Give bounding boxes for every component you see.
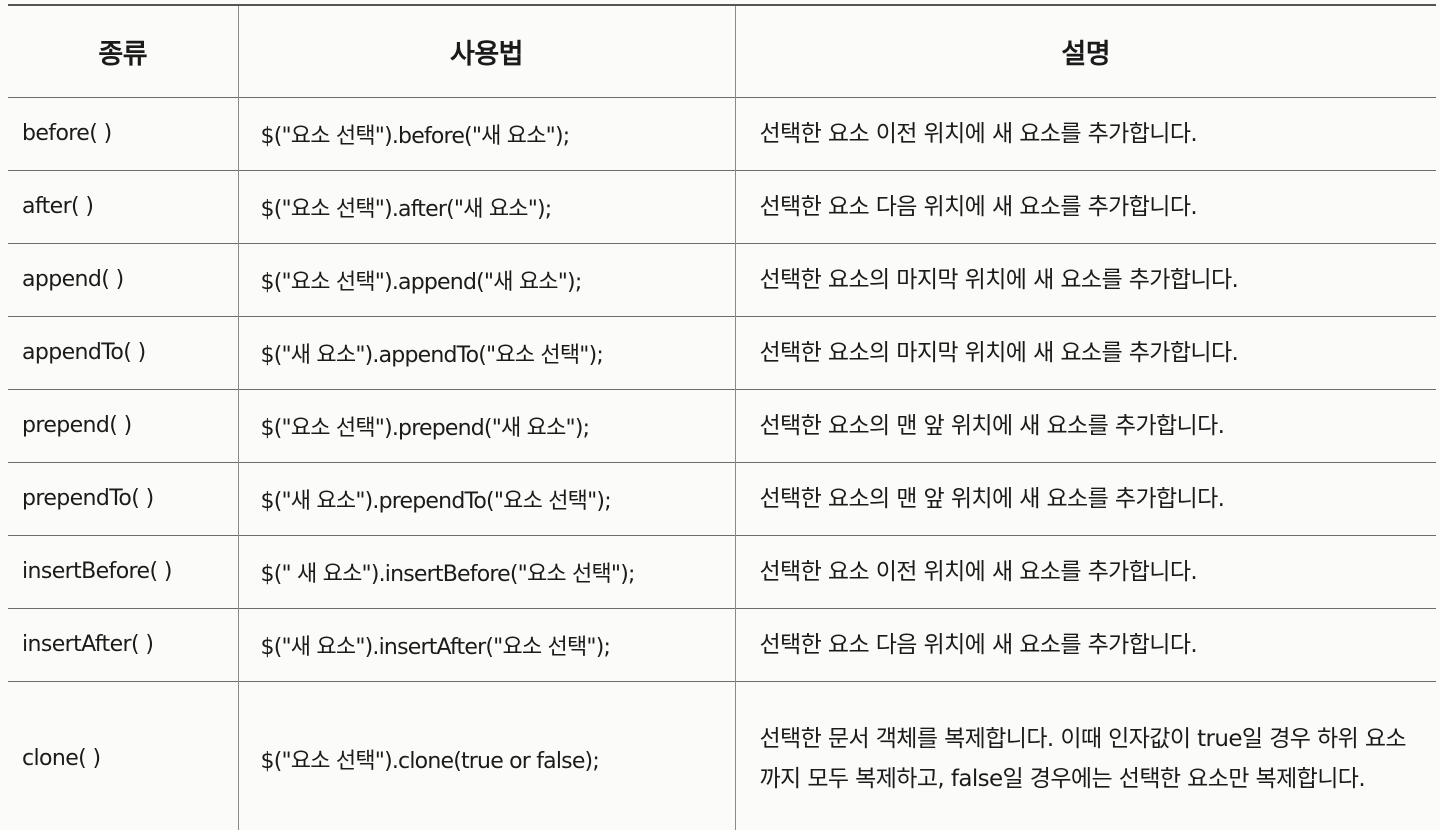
table-row: insertAfter( ) $("새 요소").insertAfter("요소… bbox=[8, 607, 1436, 681]
method-usage: $("새 요소").prependTo("요소 선택"); bbox=[237, 461, 735, 535]
method-description: 선택한 요소 다음 위치에 새 요소를 추가합니다. bbox=[734, 607, 1436, 681]
method-name: prepend( ) bbox=[8, 388, 238, 462]
method-name: insertAfter( ) bbox=[8, 607, 238, 681]
method-description: 선택한 요소의 마지막 위치에 새 요소를 추가합니다. bbox=[734, 242, 1436, 316]
table-row: appendTo( ) $("새 요소").appendTo("요소 선택");… bbox=[8, 315, 1436, 389]
table-row: insertBefore( ) $(" 새 요소").insertBefore(… bbox=[8, 534, 1436, 608]
method-name: after( ) bbox=[8, 169, 238, 243]
method-name: appendTo( ) bbox=[8, 315, 238, 389]
table-row: before( ) $("요소 선택").before("새 요소"); 선택한… bbox=[8, 96, 1436, 170]
table-body: before( ) $("요소 선택").before("새 요소"); 선택한… bbox=[8, 96, 1436, 830]
method-usage: $("새 요소").insertAfter("요소 선택"); bbox=[237, 607, 735, 681]
table-header: 종류 사용법 설명 bbox=[8, 4, 1436, 97]
jquery-insert-methods-table: 종류 사용법 설명 before( ) $("요소 선택").before("새… bbox=[8, 4, 1436, 830]
table-row: append( ) $("요소 선택").append("새 요소"); 선택한… bbox=[8, 242, 1436, 316]
method-description: 선택한 문서 객체를 복제합니다. 이때 인자값이 true일 경우 하위 요소… bbox=[734, 680, 1436, 830]
method-usage: $("요소 선택").after("새 요소"); bbox=[237, 169, 735, 243]
method-usage: $("요소 선택").before("새 요소"); bbox=[237, 96, 735, 170]
method-description: 선택한 요소 다음 위치에 새 요소를 추가합니다. bbox=[734, 169, 1436, 243]
method-description: 선택한 요소 이전 위치에 새 요소를 추가합니다. bbox=[734, 96, 1436, 170]
method-usage: $("요소 선택").clone(true or false); bbox=[237, 680, 735, 830]
header-type: 종류 bbox=[8, 4, 238, 97]
method-usage: $(" 새 요소").insertBefore("요소 선택"); bbox=[237, 534, 735, 608]
table-row: after( ) $("요소 선택").after("새 요소"); 선택한 요… bbox=[8, 169, 1436, 243]
method-description: 선택한 요소 이전 위치에 새 요소를 추가합니다. bbox=[734, 534, 1436, 608]
method-usage: $("새 요소").appendTo("요소 선택"); bbox=[237, 315, 735, 389]
method-description: 선택한 요소의 맨 앞 위치에 새 요소를 추가합니다. bbox=[734, 388, 1436, 462]
method-name: insertBefore( ) bbox=[8, 534, 238, 608]
header-row: 종류 사용법 설명 bbox=[8, 4, 1436, 97]
method-description: 선택한 요소의 맨 앞 위치에 새 요소를 추가합니다. bbox=[734, 461, 1436, 535]
method-name: before( ) bbox=[8, 96, 238, 170]
method-name: clone( ) bbox=[8, 680, 238, 830]
method-name: append( ) bbox=[8, 242, 238, 316]
method-name: prependTo( ) bbox=[8, 461, 238, 535]
method-description: 선택한 요소의 마지막 위치에 새 요소를 추가합니다. bbox=[734, 315, 1436, 389]
method-usage: $("요소 선택").prepend("새 요소"); bbox=[237, 388, 735, 462]
table-row: prependTo( ) $("새 요소").prependTo("요소 선택"… bbox=[8, 461, 1436, 535]
table-row: clone( ) $("요소 선택").clone(true or false)… bbox=[8, 680, 1436, 830]
header-usage: 사용법 bbox=[237, 4, 735, 97]
header-description: 설명 bbox=[734, 4, 1436, 97]
method-usage: $("요소 선택").append("새 요소"); bbox=[237, 242, 735, 316]
table-row: prepend( ) $("요소 선택").prepend("새 요소"); 선… bbox=[8, 388, 1436, 462]
